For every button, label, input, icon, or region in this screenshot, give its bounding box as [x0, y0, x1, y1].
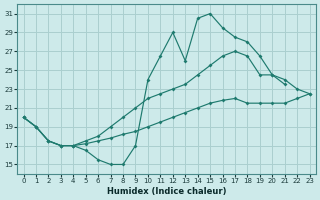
X-axis label: Humidex (Indice chaleur): Humidex (Indice chaleur) [107, 187, 226, 196]
